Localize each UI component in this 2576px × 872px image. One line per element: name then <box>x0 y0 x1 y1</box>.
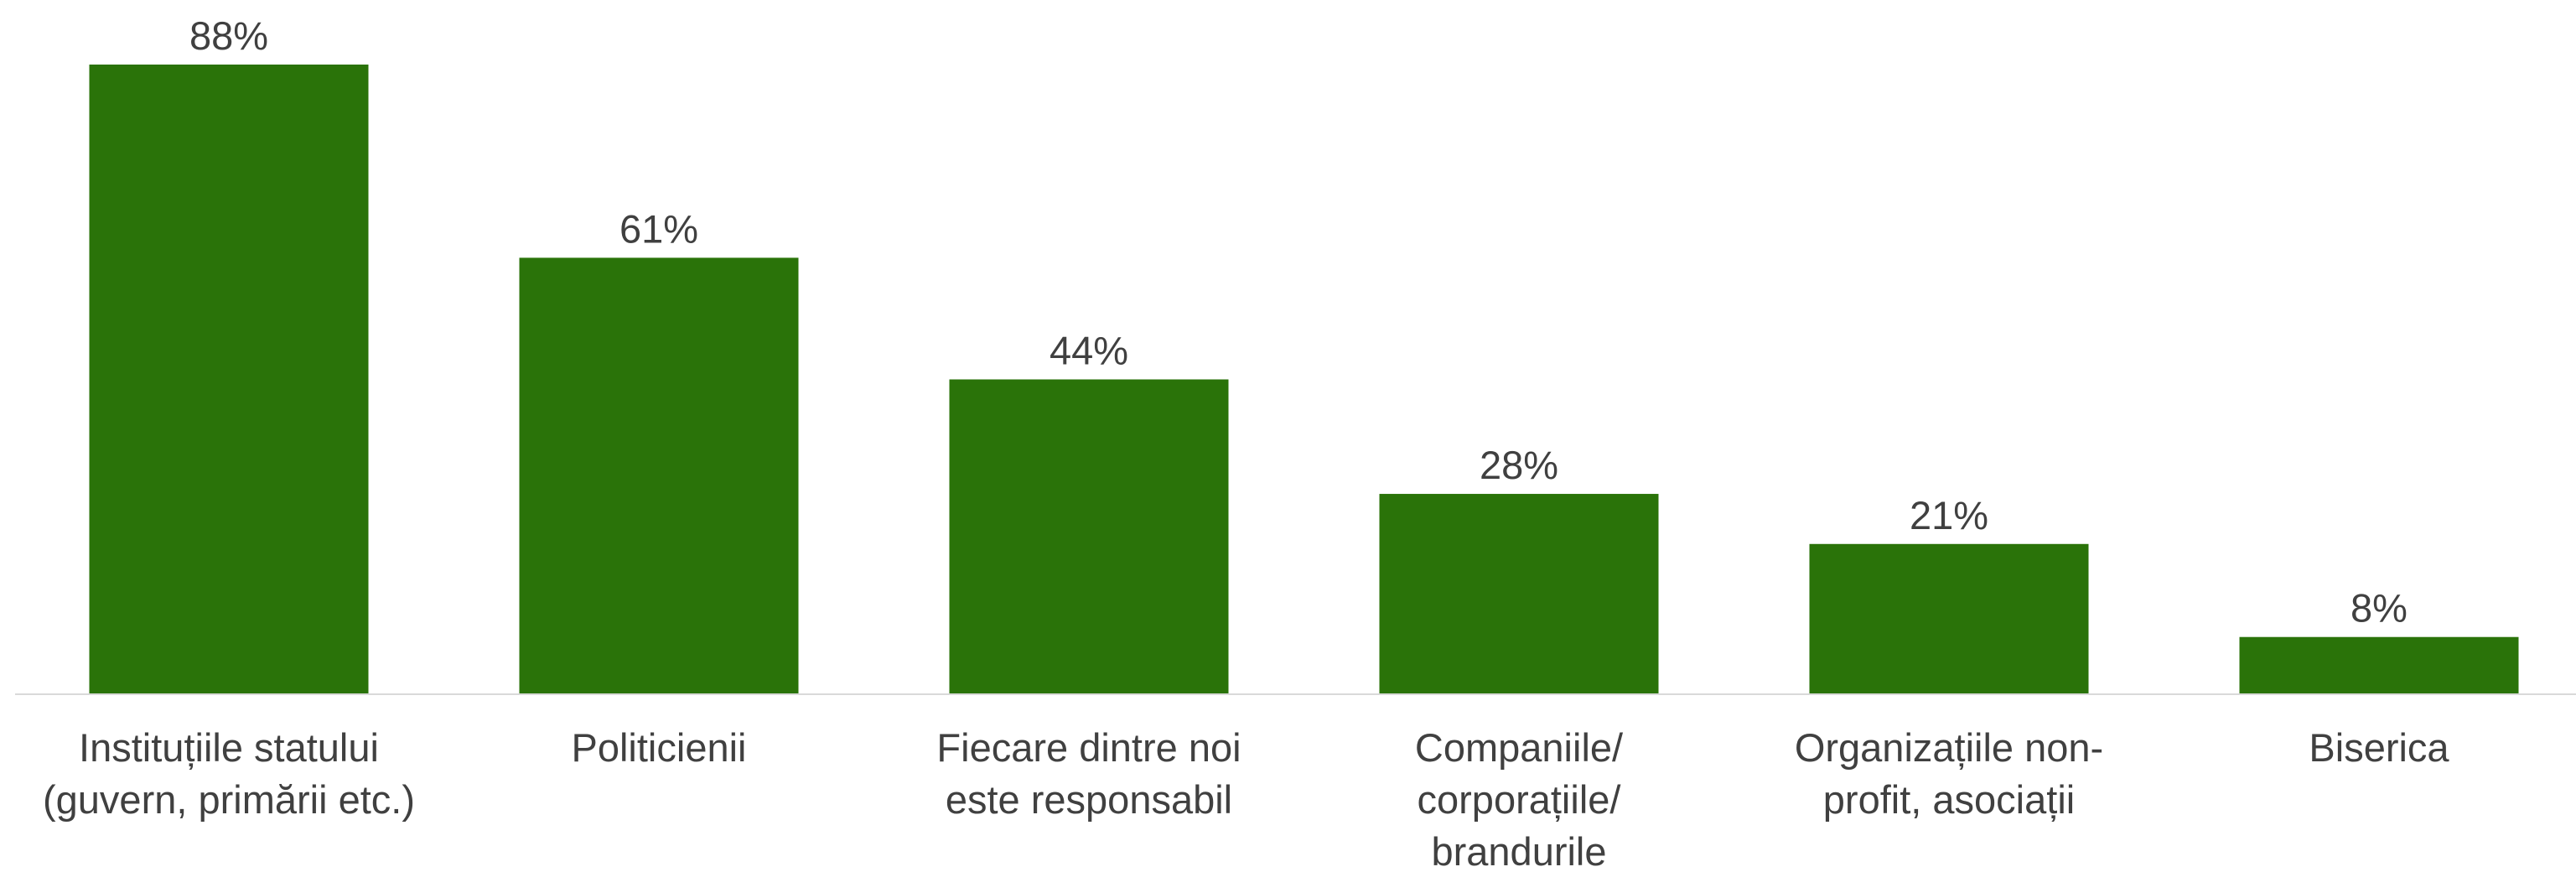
category-label-line: Instituțiile statului <box>79 725 379 770</box>
bar-value-label: 44% <box>1050 329 1128 373</box>
bar-value-label: 61% <box>619 206 698 251</box>
category-label: Fiecare dintre noi este responsabil <box>936 725 1241 822</box>
category-label-line: Biserica <box>2309 725 2449 770</box>
bars-layer <box>89 65 2519 695</box>
category-label-line: corporațiile/ <box>1418 777 1622 822</box>
bar <box>2239 636 2519 694</box>
category-label: Politicienii <box>572 725 747 770</box>
bar-value-label: 88% <box>189 13 268 58</box>
category-label-line: Organizațiile non- <box>1795 725 2103 770</box>
category-label: Biserica <box>2309 725 2449 770</box>
bar-value-label: 21% <box>1910 493 1988 537</box>
category-labels-layer: Instituțiile statului (guvern, primării e… <box>43 725 2449 872</box>
bar-value-label: 8% <box>2351 586 2408 631</box>
bar <box>1809 543 2089 694</box>
category-label-line: Fiecare dintre noi <box>936 725 1241 770</box>
category-label-line: este responsabil <box>946 777 1232 822</box>
category-label: Organizațiile non-profit, asociații <box>1795 725 2103 822</box>
category-label-line: Politicienii <box>572 725 747 770</box>
bar-value-label: 28% <box>1480 443 1558 487</box>
category-label-line: Companiile/ <box>1415 725 1624 770</box>
category-label: Instituțiile statului (guvern, primării e… <box>43 725 415 822</box>
category-label-line: profit, asociații <box>1823 777 2075 822</box>
bar <box>89 65 369 694</box>
category-label: Companiile/corporațiile/brandurile <box>1415 725 1624 872</box>
category-label-line: (guvern, primării etc.) <box>43 777 415 822</box>
bar <box>519 257 799 695</box>
bar <box>1379 494 1659 694</box>
value-labels-layer: 88% 61% 44% 28% 21% 8% <box>189 13 2408 631</box>
bar <box>949 379 1229 694</box>
category-label-line: brandurile <box>1431 829 1606 872</box>
